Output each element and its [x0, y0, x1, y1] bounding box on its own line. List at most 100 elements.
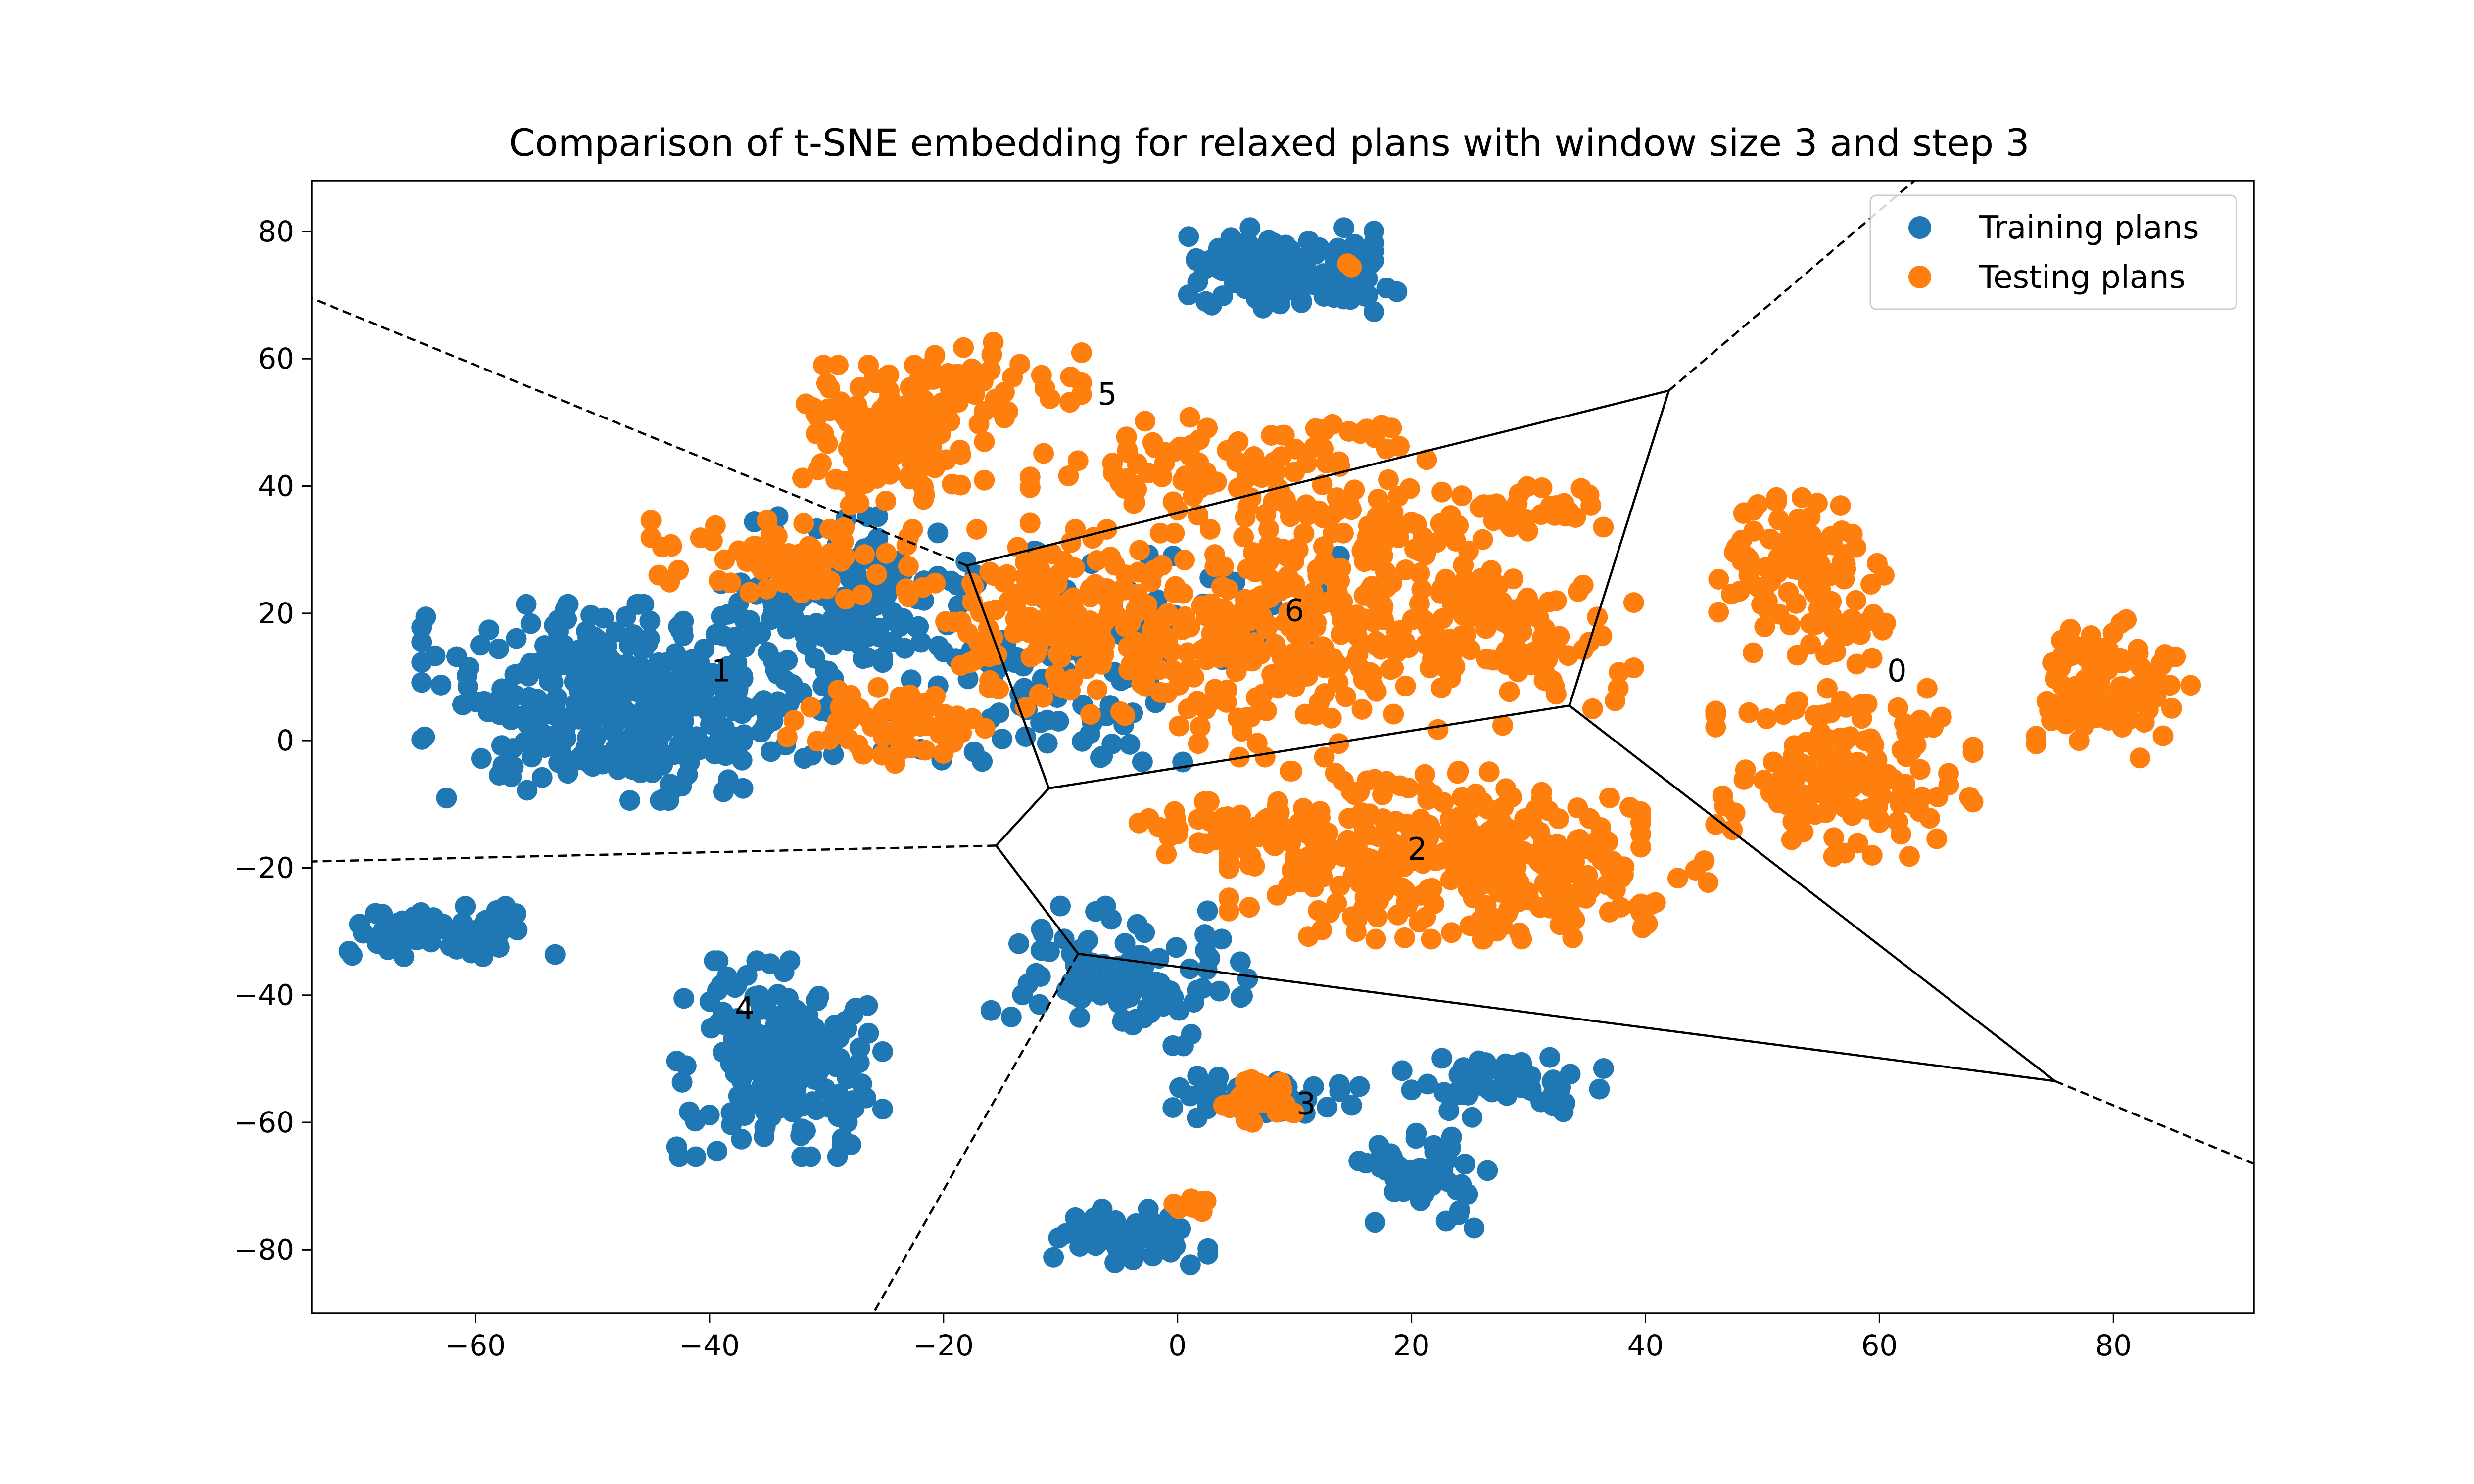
scatter-point	[1465, 874, 1486, 895]
scatter-point	[1142, 1246, 1163, 1267]
y-tick-label: 20	[258, 597, 294, 630]
scatter-point	[1005, 608, 1026, 630]
scatter-point	[682, 649, 703, 670]
scatter-point	[810, 556, 832, 578]
scatter-point	[1211, 928, 1232, 950]
scatter-point	[1363, 232, 1384, 254]
cluster-label-1: 1	[712, 653, 731, 689]
scatter-point	[1029, 619, 1050, 640]
scatter-point	[1760, 528, 1781, 550]
scatter-point	[1875, 612, 1896, 634]
scatter-point	[1894, 713, 1915, 734]
scatter-point	[1841, 608, 1862, 630]
scatter-point	[732, 778, 754, 799]
scatter-point	[1237, 1091, 1258, 1112]
scatter-point	[1866, 553, 1888, 574]
scatter-point	[896, 535, 917, 556]
scatter-point	[1346, 860, 1367, 881]
scatter-point	[985, 389, 1006, 410]
scatter-point	[1899, 846, 1920, 867]
scatter-point	[1299, 822, 1320, 843]
scatter-point	[1440, 1137, 1462, 1159]
scatter-point	[544, 694, 566, 715]
scatter-point	[1250, 585, 1272, 606]
scatter-point	[1256, 618, 1277, 639]
scatter-point	[1048, 1227, 1069, 1249]
scatter-point	[690, 527, 711, 549]
scatter-point	[1610, 897, 1631, 918]
scatter-point	[849, 377, 870, 398]
scatter-point	[760, 698, 781, 720]
scatter-point	[1199, 791, 1220, 812]
scatter-point	[1865, 756, 1887, 778]
scatter-point	[1189, 429, 1210, 450]
scatter-point	[708, 570, 729, 591]
scatter-point	[1137, 595, 1158, 616]
scatter-point	[1321, 707, 1342, 729]
legend-marker	[1908, 216, 1931, 239]
scatter-point	[800, 696, 821, 718]
scatter-point	[1019, 477, 1041, 498]
y-tick-label: −80	[234, 1233, 294, 1266]
scatter-point	[1328, 237, 1349, 259]
scatter-point	[754, 1126, 775, 1147]
scatter-point	[1386, 620, 1407, 642]
scatter-point	[1926, 828, 1948, 849]
scatter-point	[639, 610, 661, 632]
scatter-point	[1365, 928, 1386, 950]
scatter-point	[1507, 493, 1528, 514]
scatter-point	[457, 665, 477, 686]
scatter-point	[1218, 858, 1239, 879]
scatter-point	[882, 609, 904, 630]
scatter-point	[1239, 217, 1261, 238]
scatter-point	[520, 613, 541, 634]
chart-title: Comparison of t-SNE embedding for relaxe…	[509, 121, 2029, 165]
scatter-point	[1117, 442, 1139, 463]
scatter-point	[1218, 622, 1239, 644]
scatter-point	[1529, 897, 1551, 918]
scatter-point	[756, 1036, 777, 1058]
scatter-point	[1079, 723, 1100, 744]
scatter-point	[1115, 616, 1136, 637]
scatter-point	[1698, 872, 1719, 893]
scatter-point	[925, 572, 946, 594]
scatter-point	[577, 727, 598, 748]
scatter-point	[1415, 907, 1436, 928]
scatter-point	[1762, 751, 1784, 773]
scatter-point	[1270, 293, 1291, 315]
scatter-point	[2159, 675, 2181, 696]
scatter-point	[751, 1076, 772, 1097]
scatter-point	[1206, 605, 1228, 627]
scatter-point	[2061, 645, 2083, 666]
scatter-point	[2060, 619, 2081, 640]
scatter-point	[1769, 552, 1790, 573]
scatter-point	[1289, 264, 1310, 285]
scatter-point	[679, 752, 700, 773]
scatter-point	[731, 749, 753, 771]
scatter-point	[1033, 923, 1054, 944]
scatter-point	[1815, 644, 1836, 665]
scatter-point	[1322, 648, 1343, 669]
scatter-point	[711, 974, 732, 996]
scatter-point	[1623, 657, 1644, 678]
scatter-point	[1092, 1199, 1113, 1219]
scatter-point	[672, 625, 694, 647]
scatter-point	[1118, 659, 1140, 681]
plot-area-frame	[311, 180, 2255, 1314]
scatter-point	[685, 696, 707, 717]
scatter-point	[849, 1037, 870, 1059]
scatter-point	[1796, 536, 1816, 557]
scatter-point	[1313, 263, 1334, 284]
scatter-point	[1462, 1107, 1483, 1128]
scatter-point	[714, 549, 735, 570]
scatter-point	[933, 641, 954, 662]
scatter-point	[1766, 487, 1787, 508]
scatter-point	[1834, 797, 1855, 818]
scatter-point	[890, 409, 911, 430]
y-tick-label: 40	[258, 469, 294, 503]
scatter-point	[1909, 759, 1931, 780]
scatter-point	[1938, 763, 1959, 784]
scatter-point	[1414, 764, 1435, 785]
scatter-point	[752, 559, 773, 581]
scatter-point	[1090, 747, 1111, 768]
